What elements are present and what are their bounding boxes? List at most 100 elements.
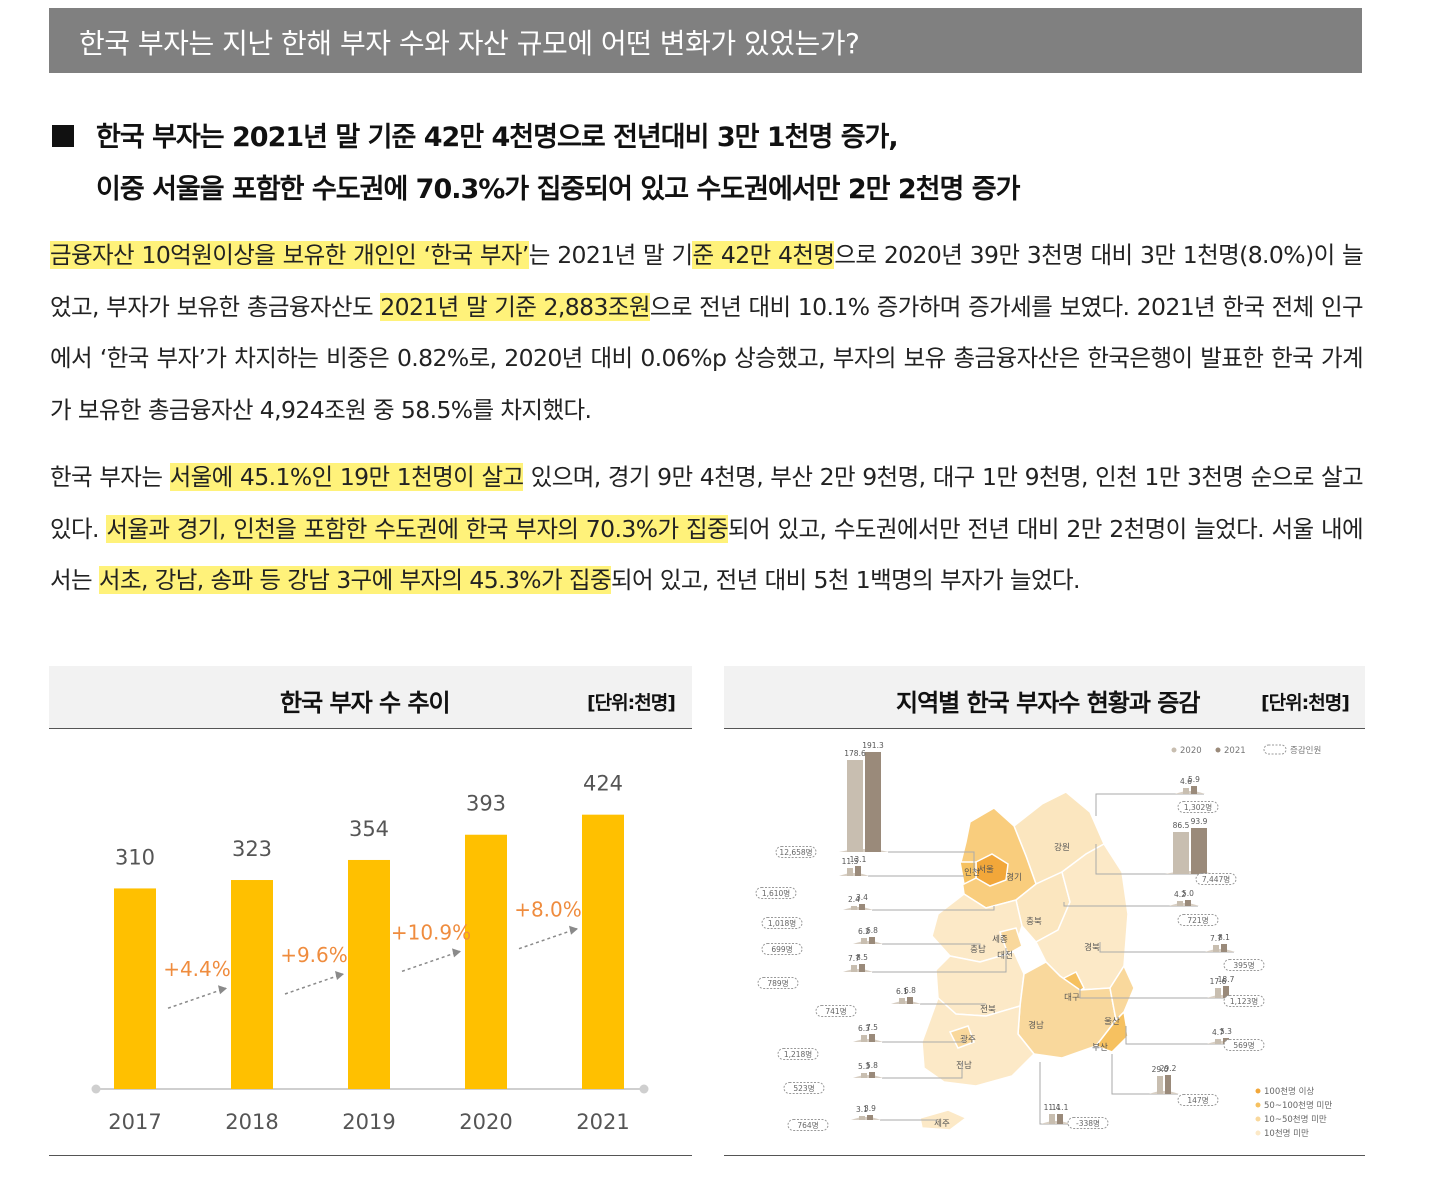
region-label: 대전	[997, 950, 1013, 961]
bar-2020	[1215, 988, 1221, 998]
leader-line	[1099, 942, 1234, 953]
legend-label: 2021	[1224, 746, 1246, 756]
value-label-2020: 29.0	[1152, 1065, 1169, 1074]
bar-2020	[847, 760, 863, 852]
section-banner: 한국 부자는 지난 한해 부자 수와 자산 규모에 어떤 변화가 있었는가?	[49, 8, 1362, 73]
change-label: 1,218명	[784, 1049, 812, 1059]
legend-label: 증감인원	[1290, 745, 1321, 756]
legend-label: 50~100천명 미만	[1264, 1100, 1332, 1111]
region-label: 경남	[1028, 1020, 1044, 1031]
value-label-2021: 5.9	[1188, 775, 1200, 784]
bar-2021	[855, 866, 861, 876]
data-label: 323	[232, 837, 272, 861]
change-label: 147명	[1187, 1095, 1208, 1105]
map-region-busan	[1094, 1010, 1129, 1053]
bar-2021	[1057, 1114, 1063, 1124]
chart-header: 지역별 한국 부자수 현황과 증감 [단위:천명]	[724, 666, 1365, 729]
bar-2021	[865, 752, 881, 852]
bar-base	[839, 873, 869, 876]
value-label-2020: 7.7	[1210, 934, 1222, 943]
value-label-2021: 6.8	[866, 926, 878, 935]
change-pill	[787, 1119, 829, 1131]
change-pill	[1223, 995, 1265, 1007]
legend-dot-2020	[1171, 747, 1177, 753]
leader-line	[888, 851, 975, 872]
bar-base	[853, 1039, 883, 1042]
body-text: 되어 있고, 전년 대비 5천 1백명의 부자가 늘었다.	[610, 566, 1081, 594]
change-label: -338명	[1076, 1118, 1100, 1128]
legend-dot	[1255, 1116, 1261, 1122]
region-label: 울산	[1104, 1016, 1120, 1027]
value-label-2021: 191.3	[862, 741, 884, 750]
change-pill	[1177, 1094, 1219, 1106]
change-pill	[1177, 801, 1219, 813]
value-label-2021: 3.9	[864, 1104, 876, 1113]
bar-2021	[859, 904, 865, 910]
bar	[231, 880, 273, 1089]
leader-line	[872, 948, 1007, 973]
region-label: 강원	[1054, 842, 1070, 853]
change-pill	[775, 846, 817, 858]
value-label-2021: 18.7	[1218, 975, 1235, 984]
regional-wealth-chart: 지역별 한국 부자수 현황과 증감 [단위:천명]	[724, 666, 1365, 1156]
chart-title: 한국 부자 수 추이	[280, 689, 451, 717]
region-label: 인천	[964, 867, 980, 878]
chart-unit: [단위:천명]	[1261, 692, 1350, 714]
headline-line2: 이중 서울을 포함한 수도권에 70.3%가 집중되어 있고 수도권에서만 2만…	[96, 174, 1020, 205]
bar-2020	[861, 1035, 867, 1042]
change-label: 1,610명	[762, 888, 790, 898]
leader-line	[872, 906, 995, 911]
region-label: 전북	[980, 1004, 996, 1015]
value-label-2021: 5.0	[1182, 889, 1194, 898]
highlight-text: 서초, 강남, 송파 등 강남 3구에 부자의 45.3%가 집중	[98, 566, 612, 594]
axis-end-dot	[639, 1084, 649, 1094]
bar-2021	[1221, 944, 1227, 952]
change-pill	[1223, 959, 1265, 971]
bar-base	[843, 907, 873, 910]
growth-label: +8.0%	[514, 898, 582, 922]
highlight-text: 금융자산 10억원이상을 보유한 개인인 ‘한국 부자’	[50, 241, 529, 269]
region-label: 서울	[978, 865, 994, 875]
chart-unit: [단위:천명]	[587, 692, 676, 714]
leader-line	[1095, 793, 1204, 816]
bar	[114, 888, 156, 1089]
growth-arrow	[518, 927, 578, 950]
bar-2020	[847, 868, 853, 876]
growth-label: +9.6%	[280, 943, 348, 967]
wealthy-count-chart: 한국 부자 수 추이 [단위:천명] 310 2017 323 2018 354 2019…	[49, 666, 692, 1156]
bar-2021	[1223, 986, 1229, 998]
legend-change-pill	[1263, 744, 1287, 755]
bar-2020	[899, 998, 905, 1004]
body-text: 는 2021년 말 기	[528, 241, 693, 269]
change-label: 7,447명	[1202, 874, 1230, 884]
bar-2021	[859, 964, 865, 972]
growth-arrowhead	[218, 985, 227, 995]
change-label: 523명	[793, 1083, 814, 1093]
data-label: 393	[466, 792, 506, 816]
region-label: 충남	[970, 945, 986, 955]
bar-2021	[867, 1115, 873, 1120]
change-label: 789명	[767, 978, 788, 988]
body-text: 되어 있고, 수도권에서만 전년 대비 2만 2천명이 늘었다. 서울 내에서는	[50, 514, 1364, 595]
bar-2021	[869, 1034, 875, 1042]
data-label: 424	[583, 772, 623, 796]
highlight-text: 서울에 45.1%인 19만 1천명이 살고	[169, 463, 524, 491]
bar-2020	[1157, 1076, 1163, 1094]
korea-map	[919, 791, 1135, 1131]
growth-arrow	[167, 987, 227, 1009]
legend-label: 2020	[1180, 746, 1202, 756]
bar-2021	[1165, 1075, 1171, 1094]
bar-base	[891, 1001, 921, 1004]
legend-dot	[1255, 1088, 1261, 1094]
change-pill	[755, 887, 797, 899]
bar-2020	[1215, 1039, 1221, 1044]
x-tick-label: 2018	[225, 1110, 278, 1134]
bar-2021	[869, 1072, 875, 1078]
value-label-2021: 5.8	[866, 1061, 878, 1070]
x-tick-label: 2021	[576, 1110, 629, 1134]
change-pill	[1177, 914, 1219, 926]
x-tick-label: 2017	[108, 1110, 161, 1134]
bar	[582, 814, 624, 1089]
chart-bottom-rule	[724, 1155, 1365, 1156]
map-region-ulsan	[1109, 964, 1135, 1022]
